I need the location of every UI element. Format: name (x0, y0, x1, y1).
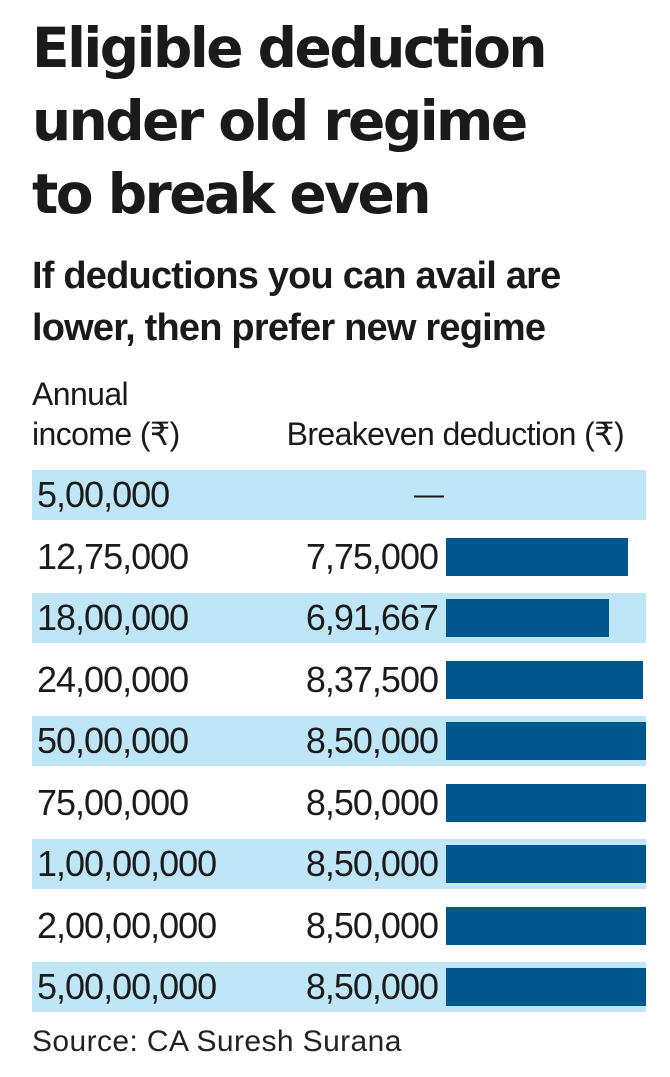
income-label: 75,00,000 (37, 782, 189, 823)
income-label: 5,00,000 (37, 474, 170, 515)
deduction-bar (446, 784, 646, 822)
deduction-label: 8,50,000 (305, 905, 439, 946)
source-note: Source: CA Suresh Surana (32, 1025, 402, 1058)
deduction-bar (446, 845, 646, 883)
income-label: 18,00,000 (37, 597, 189, 638)
table-row: 12,75,000 7,75,000 (32, 532, 646, 582)
deduction-label: 7,75,000 (305, 536, 439, 577)
deduction-label: — (414, 478, 444, 511)
deduction-bar (446, 968, 646, 1006)
deduction-label: 8,50,000 (305, 782, 439, 823)
table-row: 24,00,000 8,37,500 (32, 655, 646, 705)
deduction-bar (446, 599, 609, 637)
table-row: 5,00,000 — (32, 470, 646, 520)
income-label: 5,00,00,000 (37, 966, 217, 1007)
deduction-bar (446, 661, 643, 699)
title-line-2: under old regime (32, 89, 528, 153)
title-line-3: to break even (32, 162, 431, 226)
income-label: 2,00,00,000 (37, 905, 217, 946)
deduction-label: 6,91,667 (305, 597, 439, 638)
deduction-label: 8,37,500 (305, 659, 439, 700)
table-row: 18,00,000 6,91,667 (32, 593, 646, 643)
title-line-1: Eligible deduction (32, 16, 548, 80)
table-row: 5,00,00,000 8,50,000 (32, 962, 646, 1012)
chart-subtitle: If deductions you can avail are lower, t… (32, 250, 662, 354)
deduction-label: 8,50,000 (305, 720, 439, 761)
table-row: 1,00,00,000 8,50,000 (32, 839, 646, 889)
table-row: 50,00,000 8,50,000 (32, 716, 646, 766)
table-row: 2,00,00,000 8,50,000 (32, 901, 646, 951)
chart-title: Eligible deduction under old regime to b… (32, 12, 652, 231)
income-label: 1,00,00,000 (37, 843, 217, 884)
deduction-label: 8,50,000 (305, 843, 439, 884)
deduction-bar (446, 907, 646, 945)
deduction-bar (446, 538, 628, 576)
subtitle-line-1: If deductions you can avail are (32, 255, 561, 297)
income-column-header: Annual income (₹) (32, 374, 180, 454)
deduction-label: 8,50,000 (305, 966, 439, 1007)
income-label: 50,00,000 (37, 720, 189, 761)
table-row: 75,00,000 8,50,000 (32, 778, 646, 828)
deduction-column-header: Breakeven deduction (₹) (286, 416, 625, 452)
income-header-line-2: income (₹) (32, 416, 180, 452)
income-header-line-1: Annual (32, 376, 129, 412)
income-label: 24,00,000 (37, 659, 189, 700)
income-label: 12,75,000 (37, 536, 189, 577)
deduction-bar (446, 722, 646, 760)
subtitle-line-2: lower, then prefer new regime (32, 307, 546, 349)
